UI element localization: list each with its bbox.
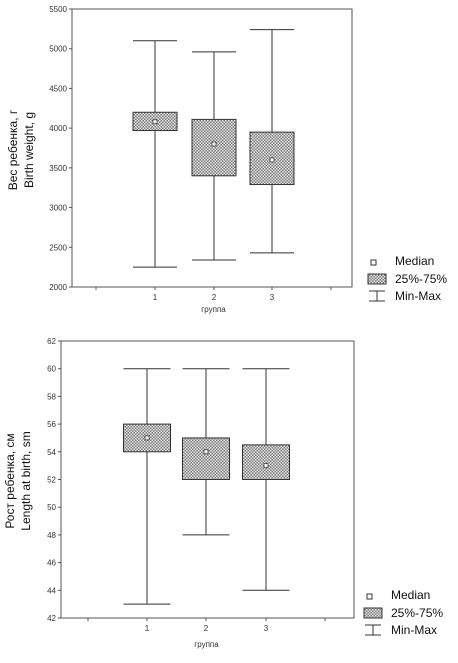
y-tick-label: 3500 [49,164,67,173]
x-tick-label: 3 [270,293,275,302]
y-tick-label: 52 [47,476,56,485]
chart-weight: 2000 2500 3000 3500 4000 4500 5000 5500 1 2 3 групп… [6,5,447,314]
legend: Median 25%-75% Min-Max [363,588,443,637]
legend-median-icon [366,593,373,600]
chart-length: 42 44 46 48 50 52 54 56 58 60 62 1 2 3 группа Рост ребе… [3,337,443,649]
legend-median-label: Median [395,254,434,268]
box-group-2 [191,51,237,261]
y-axis-title-line: Вес ребенка, г [6,109,20,190]
y-tick-label: 54 [47,448,56,457]
y-tick-label: 42 [47,614,56,623]
y-tick-label: 5000 [49,45,67,54]
x-axis-title: группа [201,305,226,314]
y-tick-label: 2500 [49,243,67,252]
y-tick-label: 48 [47,531,56,540]
box-group-3 [249,29,295,254]
box-iqr [242,444,290,480]
y-tick-label: 4000 [49,124,67,133]
median-marker [152,119,158,125]
legend-iqr-icon [363,607,383,619]
legend-iqr-label: 25%-75% [391,606,443,620]
legend-range-label: Min-Max [391,623,437,637]
y-tick-label: 5500 [49,5,67,14]
y-axis-title-line: Birth weight, g [22,112,36,188]
box-group-2 [182,368,230,536]
legend-median-icon [370,259,377,266]
median-marker [144,435,150,441]
legend: Median 25%-75% Min-Max [367,254,447,303]
y-axis-title-line: Length at birth, sm [19,431,33,530]
x-tick-label: 1 [145,624,150,633]
y-tick-label: 4500 [49,84,67,93]
x-axis-title: группа [194,640,219,649]
box-iqr [191,118,237,177]
y-tick-label: 56 [47,420,56,429]
y-tick-label: 60 [47,365,56,374]
y-tick-label: 3000 [49,204,67,213]
y-axis-title-line: Рост ребенка, см [3,433,17,528]
y-tick-label: 2000 [49,283,67,292]
median-marker [203,449,209,455]
y-tick-label: 58 [47,392,56,401]
legend-iqr-label: 25%-75% [395,272,447,286]
y-tick-label: 50 [47,503,56,512]
y-tick-label: 44 [47,586,56,595]
x-tick-label: 3 [264,624,269,633]
y-tick-label: 46 [47,559,56,568]
median-marker [211,141,217,147]
box-group-3 [242,368,290,591]
x-tick-label: 2 [212,293,217,302]
x-tick-label: 2 [204,624,209,633]
legend-iqr-icon [367,273,387,285]
box-iqr [182,437,230,481]
median-marker [269,157,275,163]
legend-median-label: Median [391,588,430,602]
legend-range-label: Min-Max [395,289,441,303]
x-tick-label: 1 [153,293,158,302]
median-marker [263,463,269,469]
y-tick-label: 62 [47,337,56,346]
box-group-1 [132,40,178,268]
box-group-1 [123,368,171,605]
